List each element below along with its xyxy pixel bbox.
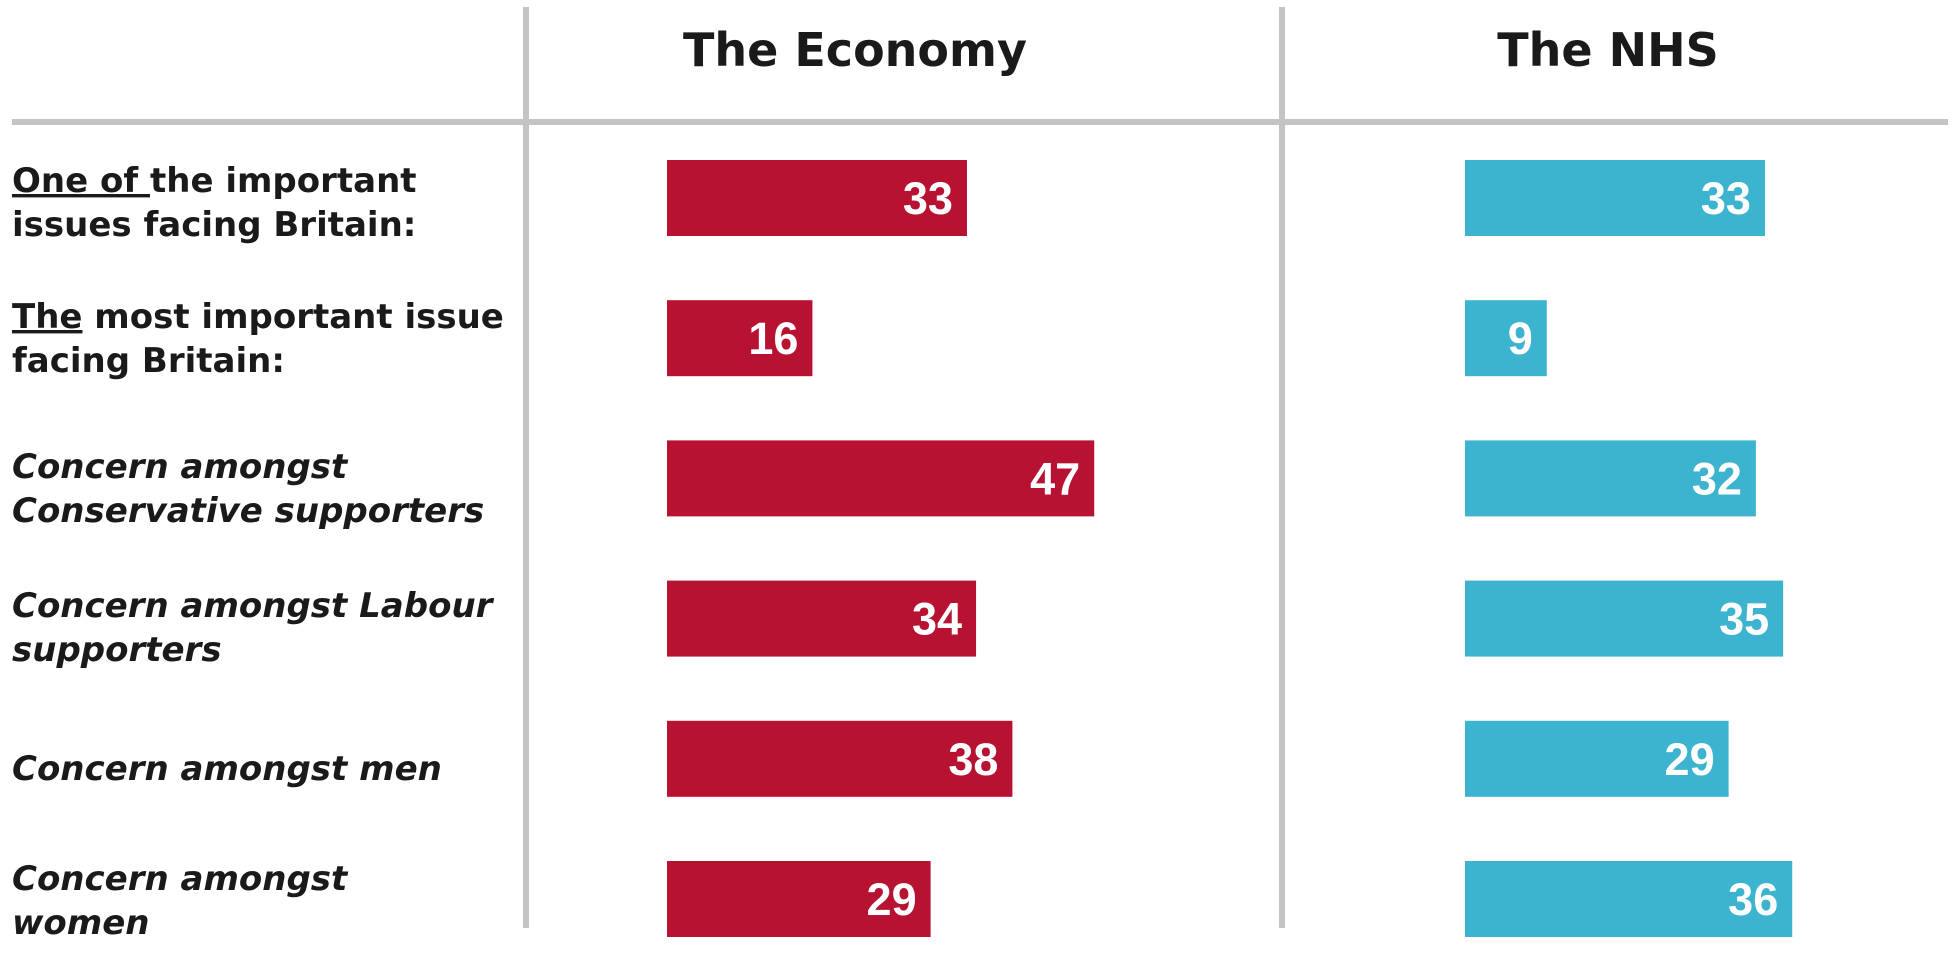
row-label-segment: most important issue — [82, 297, 503, 337]
value-label-nhs-row-6: 36 — [1728, 874, 1778, 925]
value-label-nhs-row-1: 33 — [1701, 173, 1751, 224]
row-label-segment: Concern amongst Labour — [12, 586, 495, 626]
row-label-segment: Concern amongst men — [12, 749, 442, 789]
value-label-nhs-row-5: 29 — [1665, 734, 1715, 785]
row-label-segment: Conservative supporters — [12, 491, 484, 531]
row-label-4-line-1: Concern amongst Labour — [12, 586, 495, 626]
bar-nhs-row-6 — [1465, 861, 1793, 937]
bar-nhs-row-1 — [1465, 160, 1765, 236]
panel-headers: The Economy The NHS — [683, 23, 1719, 77]
row-label-segment: One of — [12, 161, 150, 201]
row-label-4-line-2: supporters — [12, 630, 222, 670]
bar-economy-row-4 — [667, 580, 977, 657]
row-label-segment: women — [12, 903, 149, 943]
row-label-segment: facing Britain: — [12, 341, 285, 381]
bar-nhs-row-5 — [1465, 720, 1729, 797]
column-divider-1 — [523, 7, 529, 928]
row-label-segment: issues facing Britain: — [12, 205, 416, 245]
bar-economy-row-6 — [667, 861, 931, 937]
header-rule — [12, 119, 1948, 125]
bar-nhs-row-2 — [1465, 300, 1547, 377]
value-label-economy-row-5: 38 — [948, 734, 998, 785]
row-label-1-line-2: issues facing Britain: — [12, 205, 416, 245]
panel-title-1: The Economy — [683, 23, 1027, 77]
bar-economy-row-3 — [667, 440, 1095, 517]
row-label-segment: Concern amongst — [12, 859, 349, 899]
bar-economy-row-2 — [667, 300, 813, 377]
bars: 33 16 47 34 38 29 33 9 32 35 29 36 — [667, 160, 1793, 937]
value-label-economy-row-2: 16 — [748, 313, 798, 364]
bar-economy-row-5 — [667, 720, 1013, 797]
value-label-nhs-row-3: 32 — [1692, 453, 1742, 504]
row-label-3-line-1: Concern amongst — [12, 447, 349, 487]
grid-rules — [12, 7, 1948, 928]
row-label-segment: the important — [150, 161, 417, 201]
value-label-economy-row-4: 34 — [912, 594, 962, 645]
row-label-segment: supporters — [12, 630, 222, 670]
value-label-nhs-row-2: 9 — [1508, 313, 1533, 364]
bar-nhs-row-3 — [1465, 440, 1756, 517]
row-label-1-line-1: One of the important — [12, 161, 417, 201]
row-label-2-line-1: The most important issue — [12, 297, 504, 337]
value-label-nhs-row-4: 35 — [1719, 594, 1769, 645]
row-label-6-line-1: Concern amongst — [12, 859, 349, 899]
value-label-economy-row-1: 33 — [903, 173, 953, 224]
column-divider-2 — [1279, 7, 1285, 928]
value-label-economy-row-3: 47 — [1030, 453, 1080, 504]
panel-title-2: The NHS — [1497, 23, 1718, 77]
row-label-3-line-2: Conservative supporters — [12, 491, 484, 531]
value-label-economy-row-6: 29 — [867, 874, 917, 925]
bar-nhs-row-4 — [1465, 580, 1784, 657]
row-label-segment: The — [12, 297, 82, 337]
row-label-segment: Concern amongst — [12, 447, 349, 487]
bar-economy-row-1 — [667, 160, 967, 236]
row-label-2-line-2: facing Britain: — [12, 341, 285, 381]
row-label-5-line-1: Concern amongst men — [12, 749, 442, 789]
row-label-6-line-2: women — [12, 903, 149, 943]
